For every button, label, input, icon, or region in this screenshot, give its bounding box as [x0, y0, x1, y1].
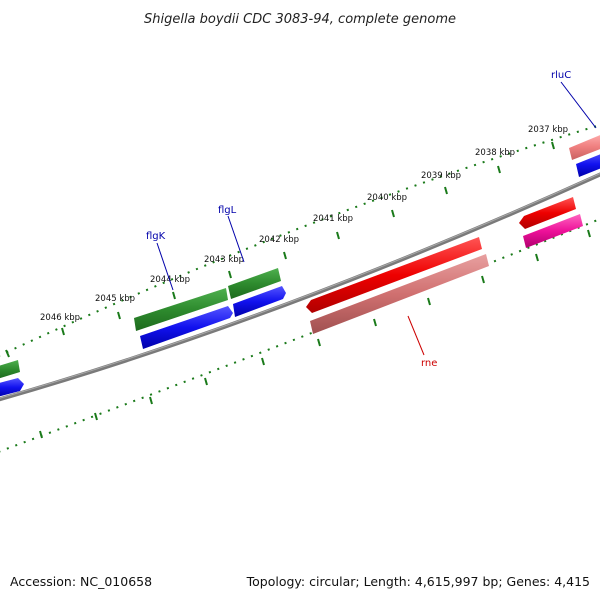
tick-mark: [5, 349, 10, 358]
tick-mark: [481, 275, 485, 284]
inner-major-ticks: [39, 229, 591, 439]
leader-rluc: [560, 81, 597, 129]
tick-label: 2038 kbp: [475, 148, 515, 158]
tick-mark: [204, 377, 208, 386]
cds-feature-rne[interactable]: [306, 237, 482, 313]
genome-backbone-highlight: [0, 172, 600, 399]
tick-mark: [444, 186, 448, 195]
tick-mark: [39, 430, 43, 439]
tick-label: 2041 kbp: [313, 214, 353, 224]
tick-mark: [497, 165, 501, 174]
cds-feature-flgl[interactable]: [228, 268, 281, 299]
tick-mark: [149, 396, 153, 405]
gene-label-flgk[interactable]: flgK: [146, 231, 166, 242]
genome-stats-label: Topology: circular; Length: 4,615,997 bp…: [246, 574, 590, 589]
tick-mark: [336, 231, 340, 240]
tick-label: 2040 kbp: [367, 193, 407, 203]
tick-mark: [228, 270, 232, 279]
tick-mark: [172, 291, 176, 300]
outer-major-ticks: [5, 141, 555, 358]
gene-label-rne[interactable]: rne: [421, 358, 437, 369]
tick-mark: [261, 357, 265, 366]
cds-feature-blue[interactable]: [576, 152, 600, 177]
cds-feature-rluc[interactable]: [569, 133, 600, 160]
cds-feature-magenta[interactable]: [523, 214, 583, 248]
tick-mark: [317, 338, 321, 347]
tick-mark: [391, 209, 395, 218]
feature-separator: [226, 286, 231, 301]
cds-feature-red[interactable]: [519, 197, 576, 229]
tick-mark: [587, 229, 591, 238]
cds-feature-green[interactable]: [0, 360, 20, 379]
tick-label: 2042 kbp: [259, 235, 299, 245]
tick-label: 2045 kbp: [95, 294, 135, 304]
gene-label-rluc[interactable]: rluC: [551, 70, 571, 81]
tick-mark: [427, 297, 431, 306]
tick-label: 2037 kbp: [528, 125, 568, 135]
tick-label: 2046 kbp: [40, 313, 80, 323]
map-title: Shigella boydii CDC 3083-94, complete ge…: [144, 12, 456, 27]
leader-flgk: [156, 242, 174, 291]
tick-mark: [61, 327, 65, 336]
tick-mark: [551, 141, 555, 150]
tick-mark: [535, 253, 539, 262]
tick-mark: [94, 412, 98, 421]
tick-label: 2043 kbp: [204, 255, 244, 265]
cds-feature-blue[interactable]: [0, 378, 24, 397]
tick-mark: [373, 318, 377, 327]
cds-feature-flgk[interactable]: [134, 288, 228, 331]
cds-feature-blue[interactable]: [233, 286, 286, 317]
tick-label: 2039 kbp: [421, 171, 461, 181]
genome-backbone: [0, 172, 600, 402]
gene-label-flgl[interactable]: flgL: [218, 205, 237, 216]
gene-leaders: [156, 81, 597, 356]
accession-label: Accession: NC_010658: [10, 574, 152, 589]
leader-rne: [407, 315, 425, 356]
cds-feature-blue[interactable]: [140, 306, 233, 349]
cds-feature-pink[interactable]: [310, 254, 489, 334]
tick-mark: [117, 311, 121, 320]
leader-flgl: [227, 215, 245, 263]
inner-tick-ring: [0, 217, 600, 453]
tick-mark: [283, 251, 287, 260]
